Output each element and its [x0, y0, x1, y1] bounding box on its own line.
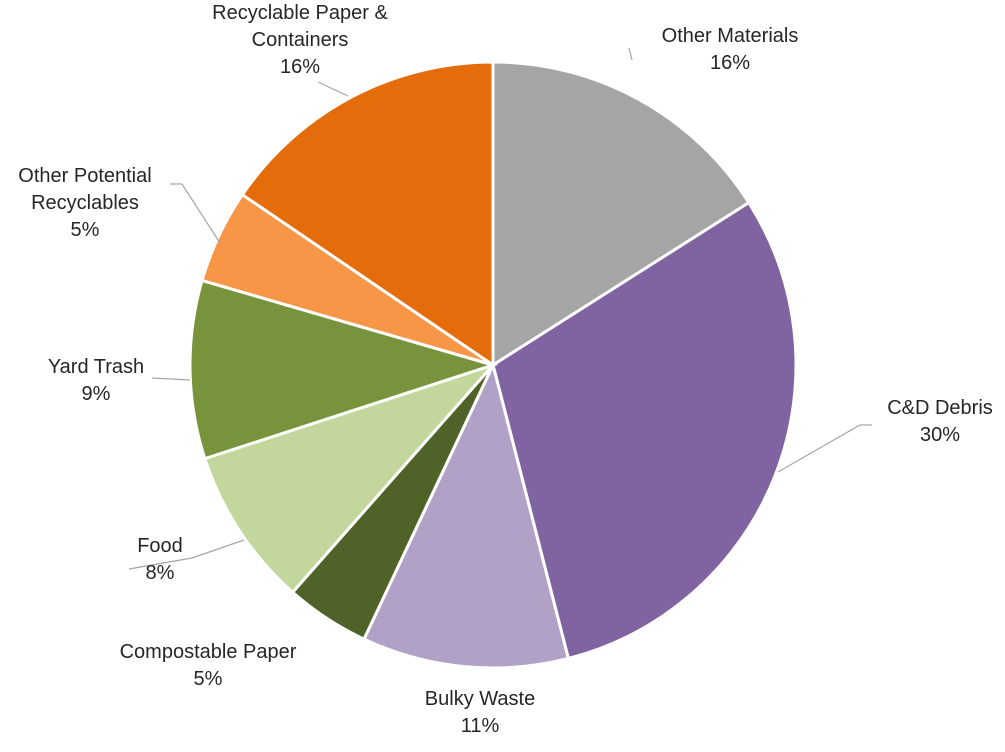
data-label-name: Food	[137, 535, 183, 557]
pie-slice-food	[202, 361, 498, 595]
data-label-percent: 9%	[82, 383, 111, 405]
pie-slice-recyclable-paper-and-containers	[240, 60, 495, 368]
pie-slice-yard-trash	[188, 278, 499, 461]
pie-slice-candd-debris	[491, 200, 798, 661]
data-label-yard-trash: Yard Trash 9%	[48, 356, 144, 405]
data-label-name: Containers	[252, 29, 349, 51]
data-label-name: Other Potential	[18, 165, 151, 187]
data-label-percent: 16%	[280, 56, 320, 78]
pie-slice-bulky-waste	[361, 360, 571, 670]
data-label-name: Bulky Waste	[425, 688, 535, 710]
data-label-bulky-waste: Bulky Waste 11%	[425, 688, 535, 737]
slices-layer	[188, 60, 798, 670]
data-label-percent: 30%	[920, 424, 960, 446]
pie-slice-other-materials	[491, 60, 751, 368]
data-label-percent: 8%	[146, 562, 175, 584]
data-label-name: Recyclables	[31, 192, 139, 214]
data-label-other-materials: Other Materials 16%	[662, 25, 799, 74]
data-label-percent: 5%	[71, 219, 100, 241]
data-label-other-potential-recyclables: Other Potential Recyclables 5%	[18, 165, 151, 241]
data-label-name: Recyclable Paper &	[212, 2, 388, 24]
leader-line-food	[128, 539, 245, 570]
data-label-percent: 16%	[710, 52, 750, 74]
data-label-name: Compostable Paper	[120, 641, 297, 663]
leader-line-yard-trash	[151, 377, 191, 381]
data-label-candd-debris: C&D Debris 30%	[887, 397, 993, 446]
data-label-name: Other Materials	[662, 25, 799, 47]
leader-line-other-materials	[628, 47, 633, 61]
data-label-name: Yard Trash	[48, 356, 144, 378]
data-label-compostable-paper: Compostable Paper 5%	[120, 641, 297, 690]
data-label-recyclable-paper-and-containers: Recyclable Paper & Containers 16%	[212, 2, 388, 78]
data-labels-layer: Other Materials 16% C&D Debris 30% Bulky Was…	[18, 2, 993, 737]
leader-lines-layer	[128, 47, 872, 570]
data-label-percent: 5%	[194, 668, 223, 690]
data-label-food: Food 8%	[137, 535, 183, 584]
leader-line-recyclable-paper-and-containers	[317, 81, 349, 97]
data-label-percent: 11%	[461, 715, 500, 737]
leader-line-candd-debris	[777, 424, 872, 473]
data-label-name: C&D Debris	[887, 397, 993, 419]
leader-line-other-potential-recyclables	[170, 183, 221, 244]
